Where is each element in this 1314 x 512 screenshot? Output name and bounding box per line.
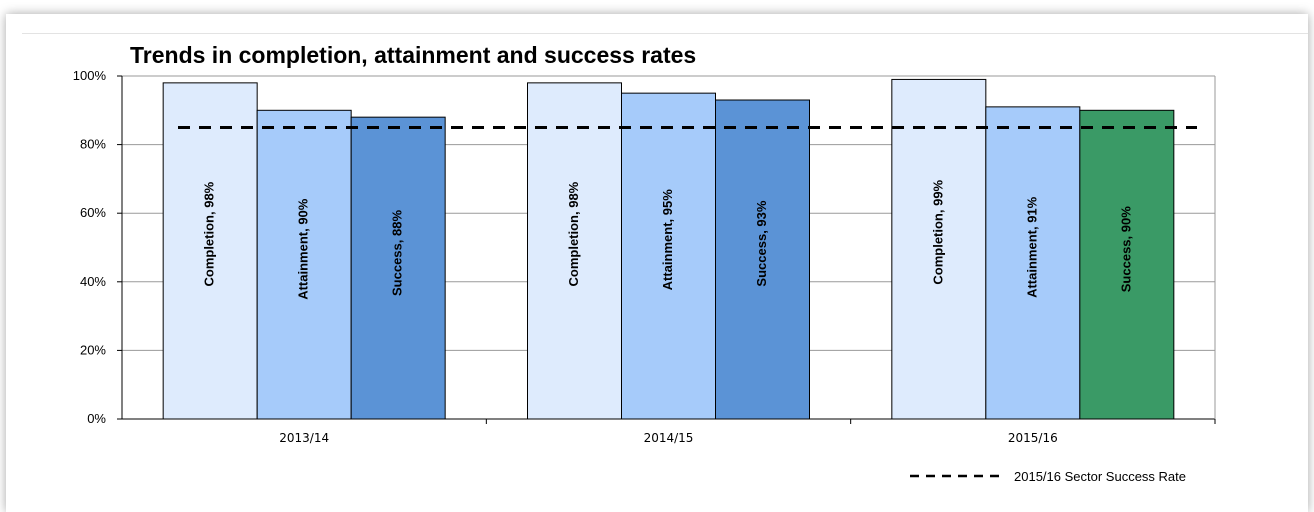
frame-top-divider — [22, 33, 1308, 34]
y-tick-label: 20% — [80, 342, 106, 357]
bar-label: Attainment, 90% — [296, 198, 311, 300]
bar — [1079, 109, 1175, 420]
legend-label: 2015/16 Sector Success Rate — [1014, 469, 1186, 484]
y-axis-ticks: 0% 20% 40% 60% 80% 100% — [73, 68, 122, 426]
bar-label: Completion, 98% — [202, 181, 217, 286]
bar — [985, 106, 1081, 420]
bar — [162, 82, 258, 420]
bar — [527, 82, 622, 420]
bar-label: Completion, 98% — [566, 181, 581, 286]
bars: Completion, 98% Attainment, 90% Success, 8… — [162, 78, 1175, 420]
y-tick-label: 0% — [87, 411, 106, 426]
bar — [350, 116, 446, 420]
y-tick-label: 40% — [80, 274, 106, 289]
x-tick-label: 2013/14 — [279, 431, 329, 445]
x-tick-label: 2014/15 — [644, 431, 694, 445]
y-tick-label: 60% — [80, 205, 106, 220]
chart-title: Trends in completion, attainment and suc… — [130, 42, 696, 68]
bar — [891, 78, 987, 420]
bar-label: Success, 88% — [390, 210, 405, 296]
x-axis-ticks: 2013/14 2014/15 2015/16 — [279, 419, 1216, 445]
bar-label: Attainment, 95% — [660, 189, 675, 291]
y-tick-label: 100% — [73, 68, 107, 83]
x-tick-label: 2015/16 — [1008, 431, 1058, 445]
bar — [715, 99, 810, 420]
bar-label: Completion, 99% — [930, 179, 945, 284]
y-tick-label: 80% — [80, 137, 106, 152]
legend: 2015/16 Sector Success Rate — [910, 469, 1186, 484]
bar-label: Attainment, 91% — [1024, 196, 1039, 298]
axes — [121, 76, 1216, 420]
bar-label: Success, 90% — [1118, 206, 1133, 292]
bar — [621, 92, 716, 420]
bar-label: Success, 93% — [754, 200, 769, 286]
